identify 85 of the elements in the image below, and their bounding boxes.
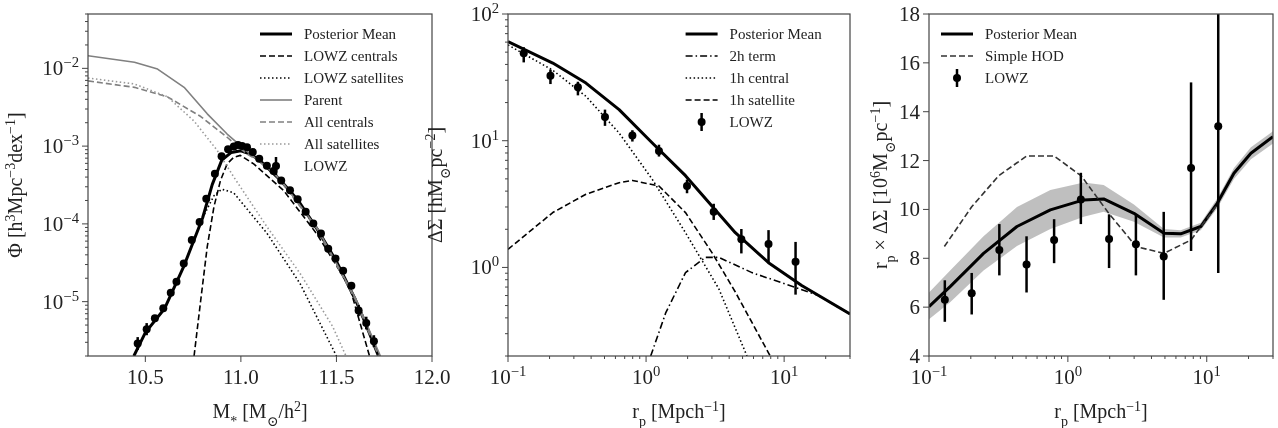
point — [737, 235, 746, 244]
legend-label: All centrals — [304, 114, 374, 130]
y-tick-label: 10$^{−5}$ — [42, 287, 79, 314]
point — [150, 314, 159, 323]
y-tick-label: 8 — [909, 246, 920, 271]
point — [293, 195, 302, 204]
legend-label: 2h term — [729, 48, 777, 64]
point — [243, 143, 251, 152]
y-tick-label: 10$^{1}$ — [470, 126, 499, 153]
legend-label: LOWZ — [729, 114, 773, 130]
point — [324, 244, 333, 253]
point — [286, 186, 294, 195]
y-tick-label: 10$^{−2}$ — [42, 54, 79, 81]
point — [179, 259, 188, 268]
point — [172, 277, 181, 286]
point — [709, 207, 718, 216]
point — [217, 152, 226, 161]
x-tick-label: 12.0 — [413, 365, 451, 389]
y-tick-label: 10$^{2}$ — [470, 0, 499, 26]
point — [309, 219, 318, 228]
x-tick-label: 10.5 — [126, 365, 164, 389]
legend-label: Posterior Mean — [304, 26, 397, 42]
point — [1159, 252, 1168, 261]
y-tick-label: 14 — [899, 99, 921, 124]
legend-label: LOWZ satellites — [304, 70, 404, 86]
y-tick-label: 18 — [899, 2, 920, 26]
point — [210, 169, 219, 178]
y-tick-label: 12 — [899, 148, 920, 173]
point — [262, 161, 271, 170]
point — [277, 176, 286, 185]
legend-label: Parent — [304, 92, 344, 108]
legend-label: LOWZ centrals — [304, 48, 398, 64]
point — [1050, 235, 1059, 244]
point — [1105, 234, 1114, 243]
point — [316, 229, 325, 238]
point — [683, 181, 692, 190]
y-tick-label: 6 — [909, 295, 920, 320]
point — [546, 71, 555, 80]
point — [248, 148, 257, 157]
legend-label: LOWZ — [304, 158, 348, 174]
legend-label: 1h central — [729, 70, 790, 86]
y-tick-label: 16 — [899, 50, 920, 75]
x-tick-label: 10$^{1}$ — [769, 363, 799, 389]
legend-label: Posterior Mean — [985, 26, 1078, 42]
point — [166, 288, 175, 297]
point — [1076, 195, 1085, 204]
x-tick-label: 10$^{1}$ — [1192, 363, 1221, 389]
x-tick-label: 11.0 — [222, 365, 259, 389]
x-tick-label: 10$^{0}$ — [631, 363, 661, 389]
point — [187, 236, 196, 245]
y-tick-label: 10$^{0}$ — [470, 253, 499, 280]
point — [195, 217, 204, 226]
point — [764, 240, 773, 249]
point — [331, 254, 340, 263]
legend-label: 1h satellite — [729, 92, 796, 108]
point — [1022, 260, 1031, 269]
x-axis-title: r$_{p}$ [Mpch$^{−1}$] — [632, 398, 726, 428]
y-tick-label: 10$^{−4}$ — [42, 209, 80, 236]
point — [347, 281, 356, 290]
point — [995, 245, 1004, 254]
point — [940, 295, 949, 304]
point — [159, 304, 168, 313]
y-tick-label: 10 — [899, 197, 920, 222]
point — [791, 257, 800, 266]
x-tick-label: 11.5 — [318, 365, 355, 389]
legend-label: LOWZ — [985, 70, 1029, 86]
point — [339, 266, 348, 275]
point — [1131, 240, 1140, 249]
point — [1187, 163, 1196, 172]
point — [600, 112, 609, 121]
point — [519, 49, 528, 58]
y-tick-label: 10$^{−3}$ — [42, 132, 79, 159]
x-tick-label: 10$^{0}$ — [1053, 363, 1083, 389]
point — [573, 83, 582, 92]
x-axis-title: r$_{p}$ [Mpch$^{−1}$] — [1054, 398, 1148, 428]
point — [301, 207, 310, 216]
point — [202, 194, 211, 203]
x-axis-title: M$_{*}$ [M$_{⊙}$/h$^{2}$] — [212, 398, 308, 428]
legend-label: Posterior Mean — [729, 26, 823, 42]
point — [967, 289, 976, 298]
legend-label: Simple HOD — [985, 48, 1064, 64]
point — [1214, 122, 1223, 131]
legend-label: All satellites — [304, 136, 380, 152]
x-tick-label: 10$^{−1}$ — [489, 363, 527, 389]
point — [255, 154, 264, 163]
